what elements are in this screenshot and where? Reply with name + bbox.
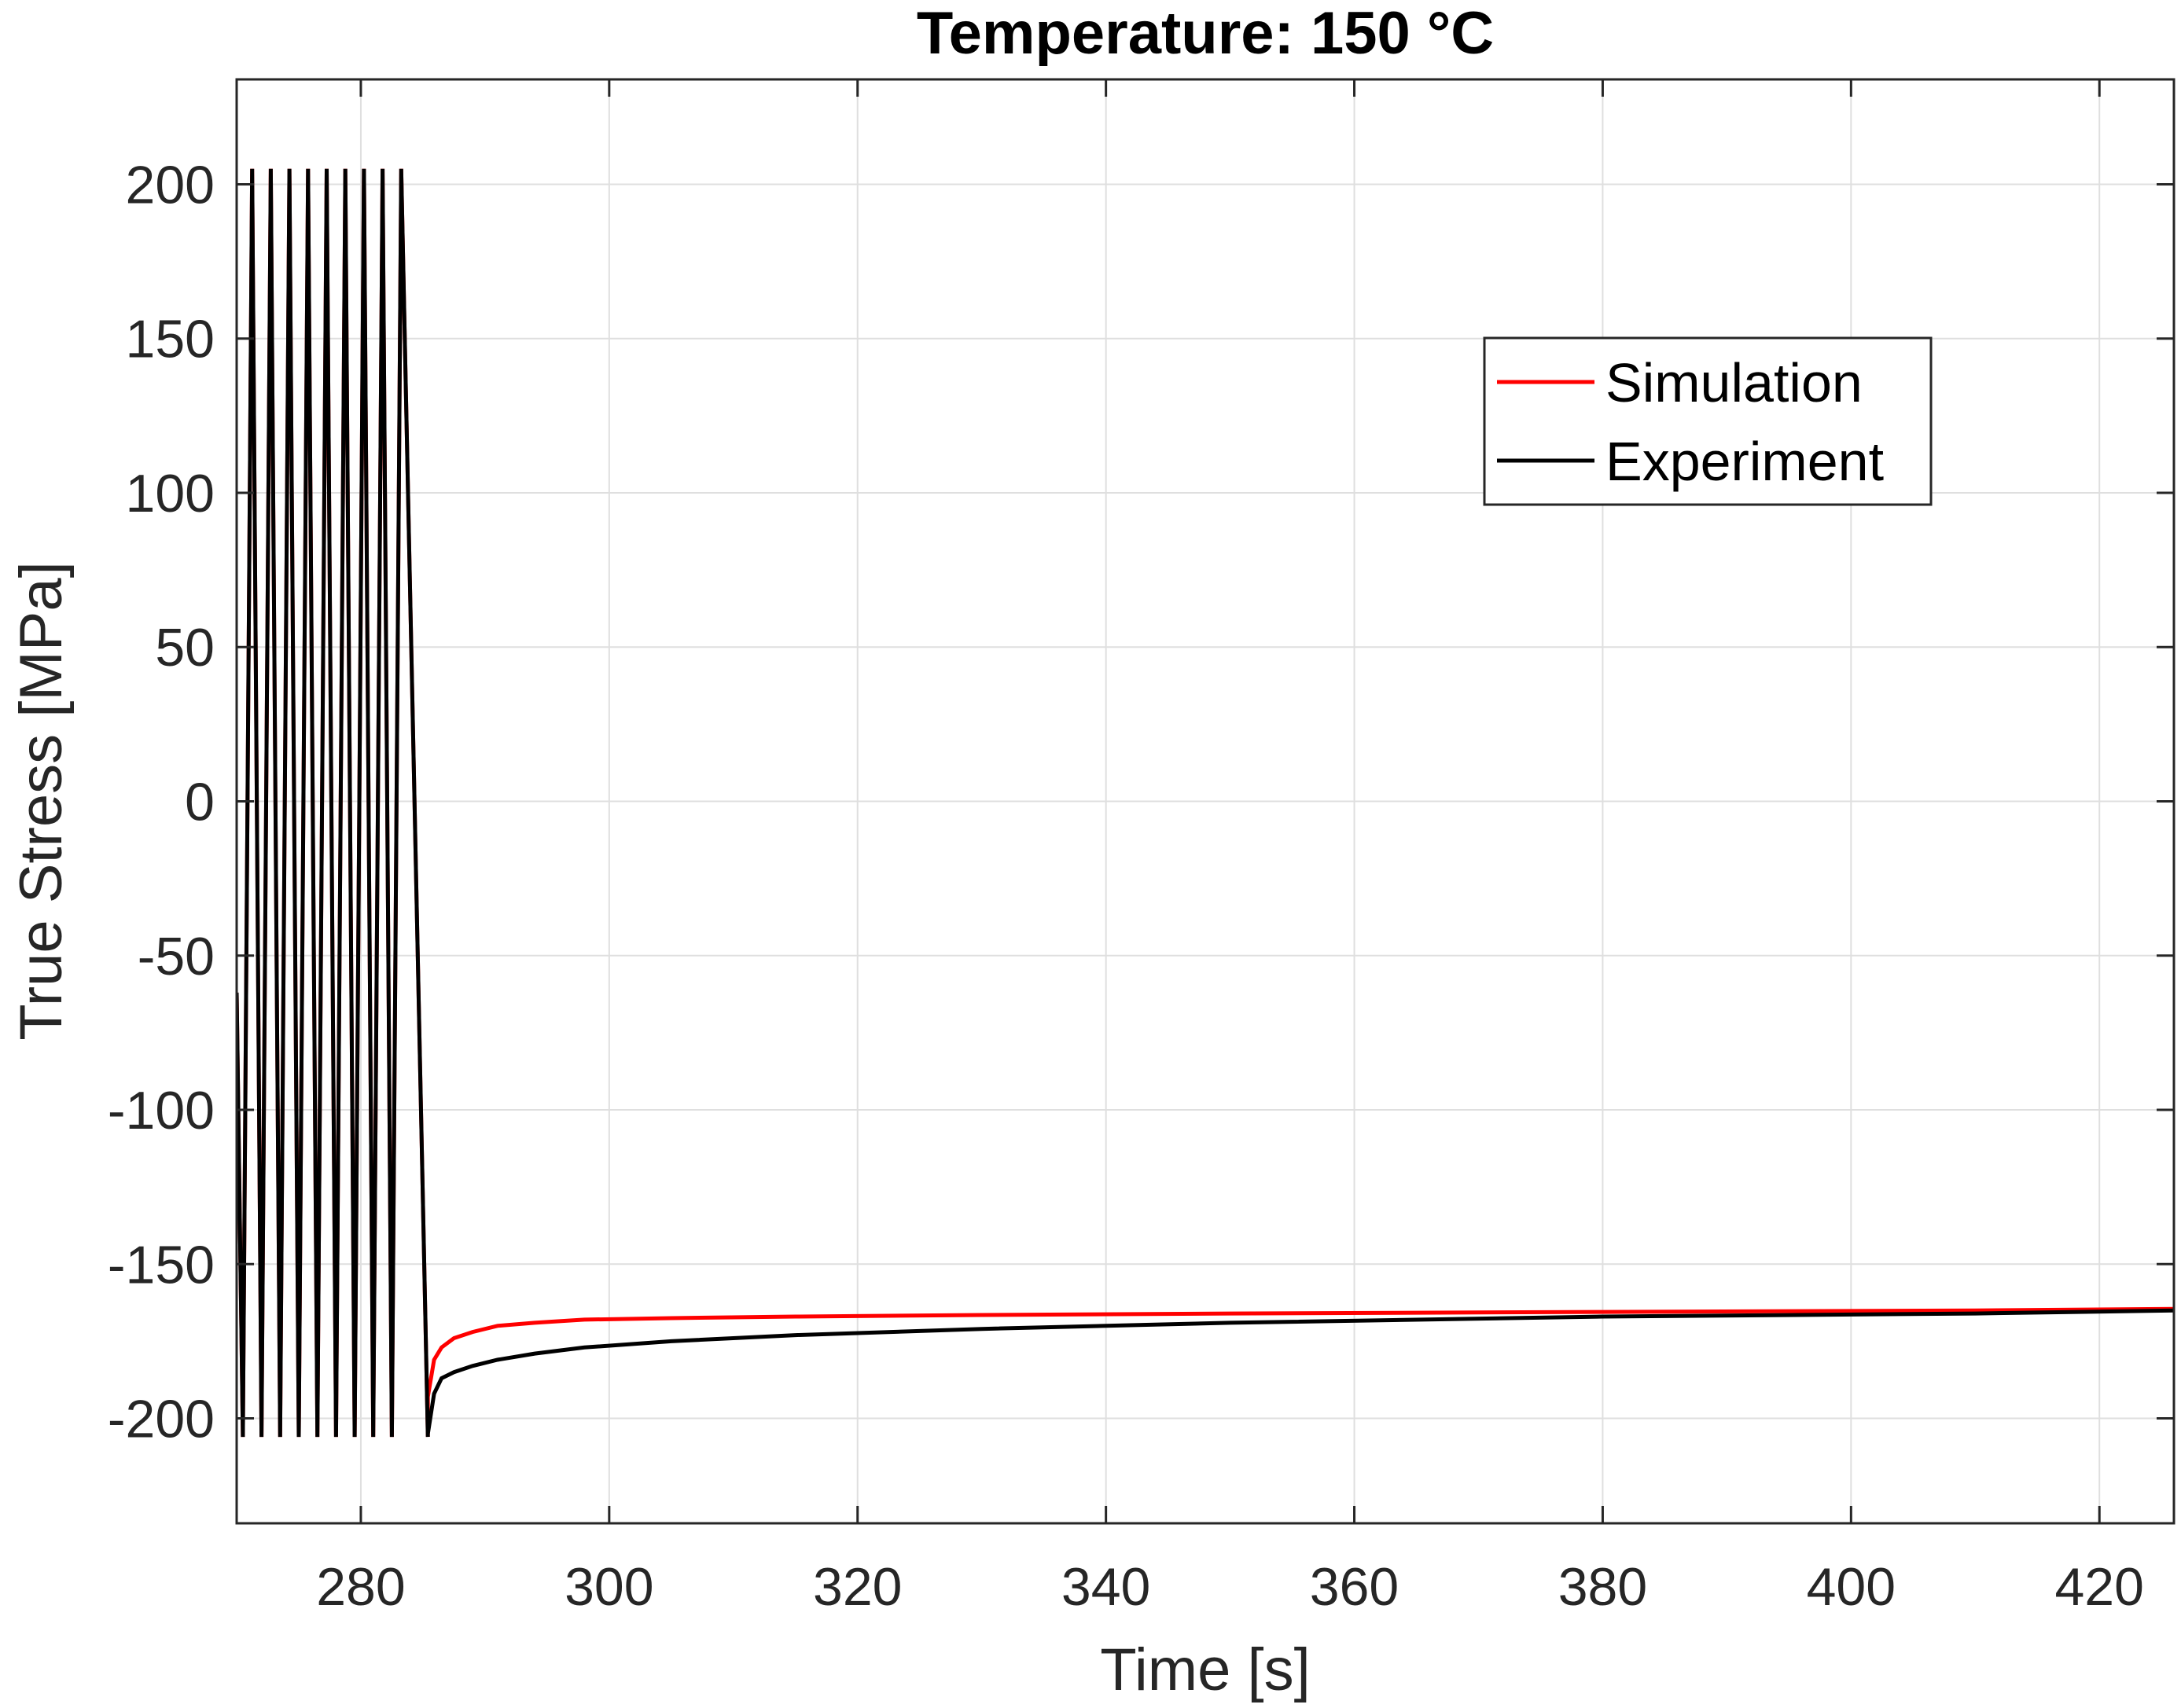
- legend: Simulation Experiment: [1483, 336, 1933, 506]
- x-tick-label: 380: [1558, 1557, 1647, 1617]
- x-tick-label: 400: [1807, 1557, 1896, 1617]
- y-tick-label: 150: [126, 310, 215, 369]
- y-tick-label: -150: [108, 1235, 215, 1295]
- x-tick-label: 300: [565, 1557, 653, 1617]
- y-axis-title: True Stress [MPa]: [8, 561, 75, 1041]
- grid: [237, 79, 2174, 1523]
- x-tick-label: 360: [1310, 1557, 1399, 1617]
- y-tick-label: -200: [108, 1390, 215, 1449]
- x-tick-label: 340: [1061, 1557, 1150, 1617]
- x-tick-label: 420: [2054, 1557, 2143, 1617]
- x-tick-label: 320: [813, 1557, 902, 1617]
- y-tick-label: 0: [185, 773, 215, 832]
- x-axis-title: Time [s]: [1100, 1636, 1310, 1703]
- chart-title: Temperature: 150 °C: [917, 0, 1494, 67]
- y-tick-label: -50: [138, 927, 215, 986]
- legend-box: [1483, 336, 1933, 506]
- y-tick-label: 100: [126, 464, 215, 523]
- series-layer: [237, 168, 2174, 1438]
- ticks: 280 300 320 340 360 380 400 420 200 150 100 50 0 -50 -…: [108, 79, 2174, 1617]
- legend-label-simulation: Simulation: [1605, 352, 1863, 413]
- y-tick-label: 50: [155, 618, 215, 678]
- series-line-experiment: [237, 168, 2174, 1438]
- y-tick-label: 200: [126, 155, 215, 215]
- legend-label-experiment: Experiment: [1605, 431, 1884, 492]
- y-tick-label: -100: [108, 1081, 215, 1141]
- x-tick-label: 280: [316, 1557, 405, 1617]
